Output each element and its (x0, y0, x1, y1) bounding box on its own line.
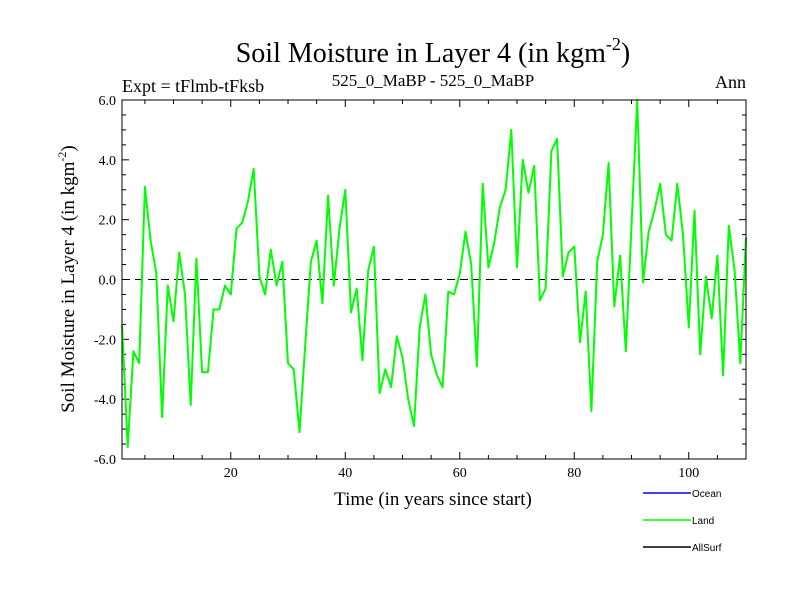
x-tick-label: 60 (453, 466, 467, 481)
legend-label-allsurf: AllSurf (692, 543, 722, 554)
y-tick-label: -6.0 (94, 453, 116, 468)
y-tick-label: -2.0 (94, 333, 116, 348)
chart-title: Soil Moisture in Layer 4 (in kgm-2) (236, 34, 631, 69)
y-tick-label: -4.0 (94, 393, 116, 408)
legend-label-ocean: Ocean (692, 489, 721, 500)
subtitle-center: 525_0_MaBP - 525_0_MaBP (332, 71, 534, 90)
y-tick-label: 0.0 (99, 274, 117, 289)
subtitle-left: Expt = tFlmb-tFksb (122, 76, 264, 96)
legend-label-land: Land (692, 516, 714, 527)
x-tick-label: 40 (338, 466, 352, 481)
series-line-land (121, 99, 747, 448)
y-tick-label: 2.0 (99, 214, 117, 229)
x-tick-label: 100 (678, 466, 699, 481)
y-axis-label: Soil Moisture in Layer 4 (in kgm-2) (55, 145, 79, 413)
x-axis-label: Time (in years since start) (334, 489, 532, 510)
subtitle-right: Ann (715, 72, 746, 92)
x-tick-label: 20 (224, 466, 238, 481)
plot-frame (121, 99, 747, 460)
y-tick-label: 4.0 (99, 154, 117, 169)
x-tick-label: 80 (567, 466, 581, 481)
y-tick-label: 6.0 (99, 94, 117, 109)
legend: Ocean Land AllSurf (643, 489, 722, 554)
